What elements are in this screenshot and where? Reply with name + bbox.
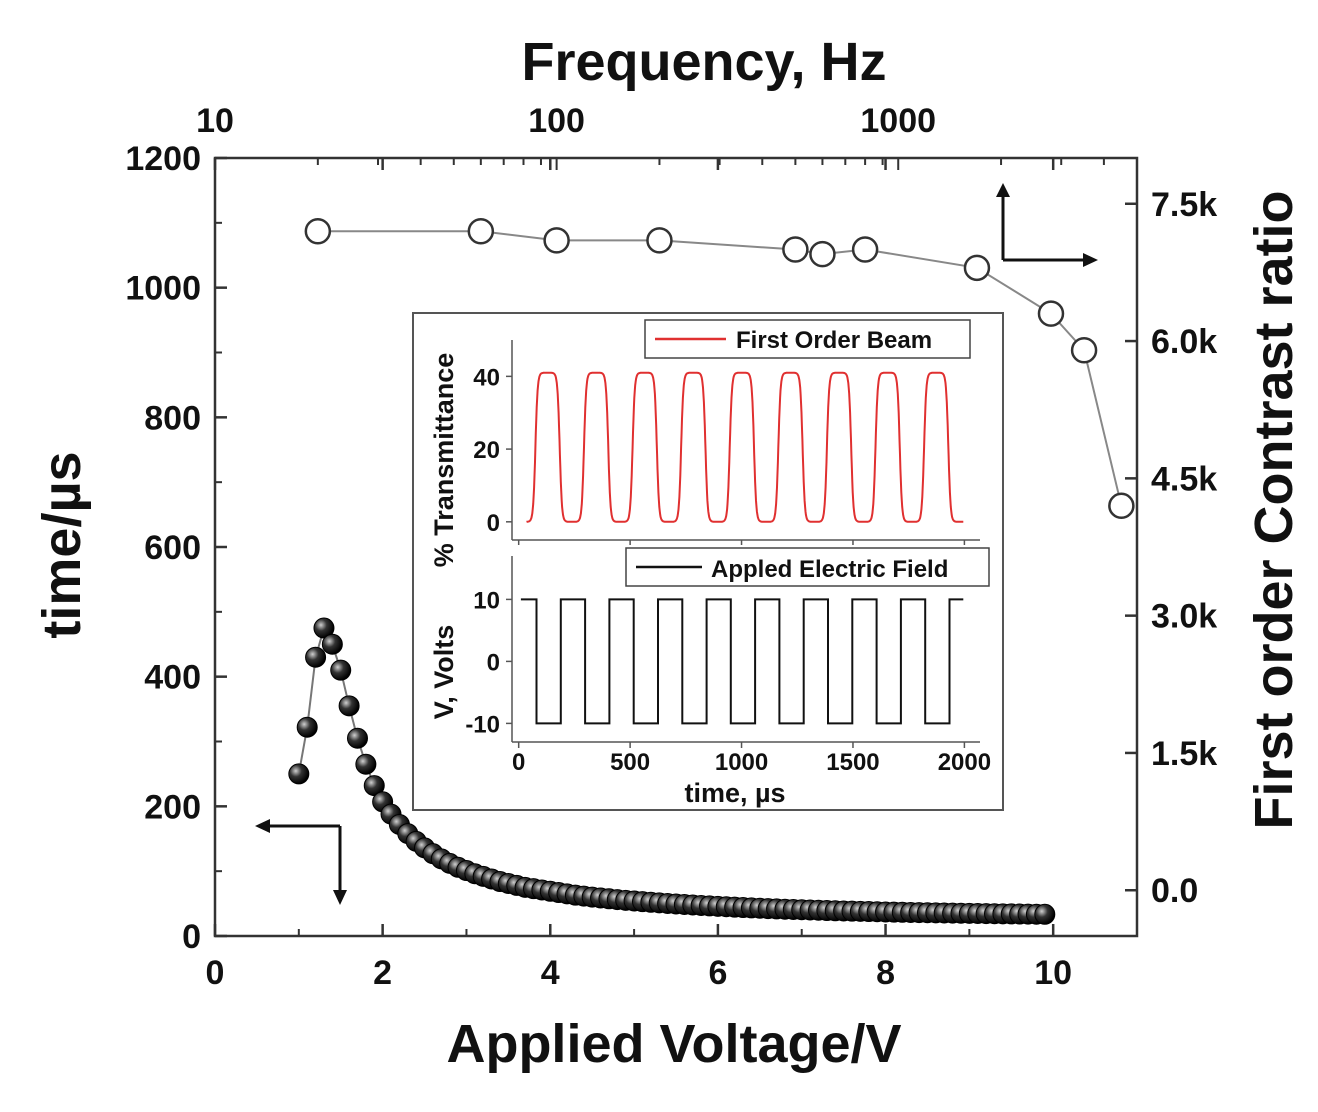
y-tick-label: 1000 [125,270,201,308]
y-tick-label: 400 [144,659,201,697]
x-tick-label: 4 [541,954,560,992]
first-order-beam-line [526,371,964,523]
top-tick-label: 1000 [860,102,936,140]
contrast-ratio-point [782,236,809,263]
y2-axis-title: First order Contrast ratio [1244,190,1304,829]
x-tick-label: 6 [708,954,727,992]
inset: 0 20 40 -10 0 10 0 500 1000 1500 2000 First Order … [412,312,1004,811]
y2-tick-label: 1.5k [1151,735,1217,773]
y2-tick-label: 4.5k [1151,460,1217,498]
electric-field-line [520,598,964,725]
inset-top-y-tick-label: 20 [473,437,500,464]
contrast-ratio-points [304,217,1135,520]
inset-x-tick-label: 1000 [715,749,768,776]
response-time-point [330,659,352,681]
inset-x-tick-label: 500 [610,749,650,776]
contrast-ratio-point [851,236,879,263]
response-time-point [296,716,318,738]
inset-top-y-title: % Transmittance [429,353,459,568]
response-time-point [288,763,310,785]
response-time-point [321,633,343,655]
x-axis-title: Applied Voltage/V [446,1014,901,1074]
x-tick-label: 0 [206,954,225,992]
y2-tick-label: 0.0 [1151,872,1198,910]
y-axis-title: time/µs [32,451,92,638]
contrast-ratio-point [467,217,495,245]
x-tick-label: 10 [1034,954,1072,992]
inset-bottom-y-tick-label: 0 [487,649,500,676]
right-axis-arrow [996,183,1098,267]
contrast-ratio-point [543,227,570,254]
response-time-point [305,646,327,668]
response-time-point [338,695,360,717]
contrast-ratio-point [1037,300,1065,327]
response-time-point [1034,903,1056,925]
y-tick-label: 800 [144,399,201,437]
top-tick-label: 10 [196,102,234,140]
contrast-ratio-point [1108,492,1135,520]
inset-x-tick-label: 2000 [938,749,991,776]
response-time-points [288,617,1056,925]
contrast-ratio-point [304,217,332,245]
inset-top-y-tick-label: 0 [487,510,500,537]
contrast-ratio-point [646,227,673,254]
y-tick-label: 1200 [125,140,201,178]
legend-label-field: Appled Electric Field [711,556,948,583]
inset-bottom-y-tick-label: 10 [473,587,500,614]
contrast-ratio-point [963,254,991,282]
inset-x-tick-label: 0 [512,749,525,776]
x-tick-label: 2 [373,954,392,992]
x-tick-label: 8 [876,954,895,992]
inset-bottom-y-tick-label: -10 [465,711,500,738]
contrast-ratio-point [1070,336,1098,364]
response-time-point [346,727,368,749]
y-tick-label: 600 [144,529,201,567]
left-axis-arrow [255,819,347,905]
y-tick-label: 0 [182,918,201,956]
y2-tick-label: 3.0k [1151,598,1217,636]
response-time-point [355,753,377,775]
main-axes-ticks: 0 2 4 6 8 100200400600800100012000.01.5k3.0k4… [125,102,1217,992]
y2-tick-label: 7.5k [1151,186,1217,224]
inset-bottom-y-title: V, Volts [429,625,459,720]
y-tick-label: 200 [144,788,201,826]
inset-x-title: time, µs [684,778,785,808]
legend-label-beam: First Order Beam [736,327,932,354]
top-tick-label: 100 [528,102,585,140]
top-axis-title: Frequency, Hz [521,32,886,92]
inset-top-y-tick-label: 40 [473,364,500,391]
contrast-ratio-point [809,240,836,268]
y2-tick-label: 6.0k [1151,323,1217,361]
inset-axes: 0 20 40 -10 0 10 0 500 1000 1500 2000 [465,340,991,776]
inset-x-tick-label: 1500 [826,749,879,776]
